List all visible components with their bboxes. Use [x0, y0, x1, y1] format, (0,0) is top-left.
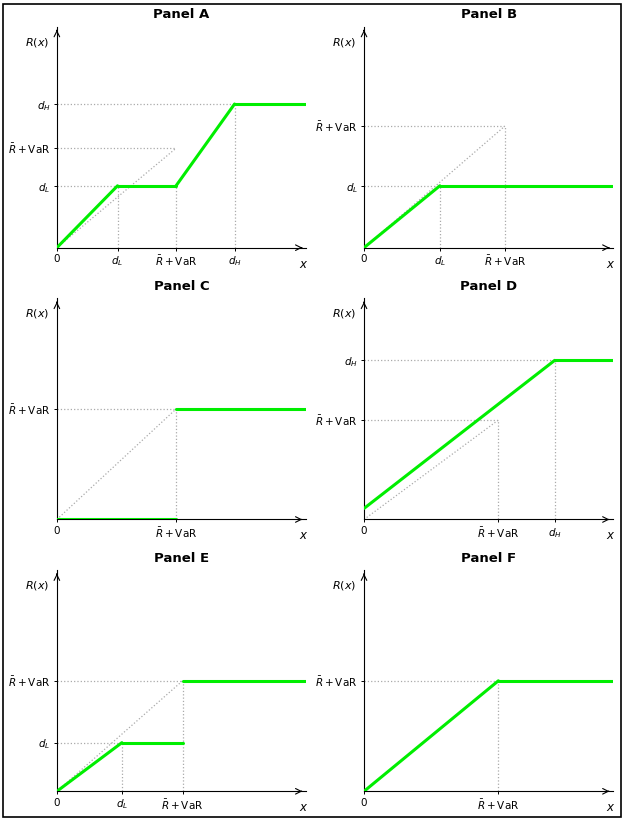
Title: Panel C: Panel C: [154, 280, 209, 293]
Title: Panel B: Panel B: [461, 8, 517, 21]
Text: $R(x)$: $R(x)$: [26, 35, 49, 48]
Text: $R(x)$: $R(x)$: [26, 307, 49, 320]
Title: Panel D: Panel D: [460, 280, 517, 293]
Text: $x$: $x$: [299, 801, 308, 814]
Title: Panel F: Panel F: [461, 552, 516, 565]
Text: $R(x)$: $R(x)$: [333, 35, 356, 48]
Text: $R(x)$: $R(x)$: [26, 579, 49, 592]
Title: Panel A: Panel A: [154, 8, 210, 21]
Text: $x$: $x$: [606, 530, 615, 543]
Text: $x$: $x$: [299, 530, 308, 543]
Title: Panel E: Panel E: [154, 552, 209, 565]
Text: $R(x)$: $R(x)$: [333, 579, 356, 592]
Text: $x$: $x$: [299, 258, 308, 271]
Text: $R(x)$: $R(x)$: [333, 307, 356, 320]
Text: $x$: $x$: [606, 258, 615, 271]
Text: $x$: $x$: [606, 801, 615, 814]
